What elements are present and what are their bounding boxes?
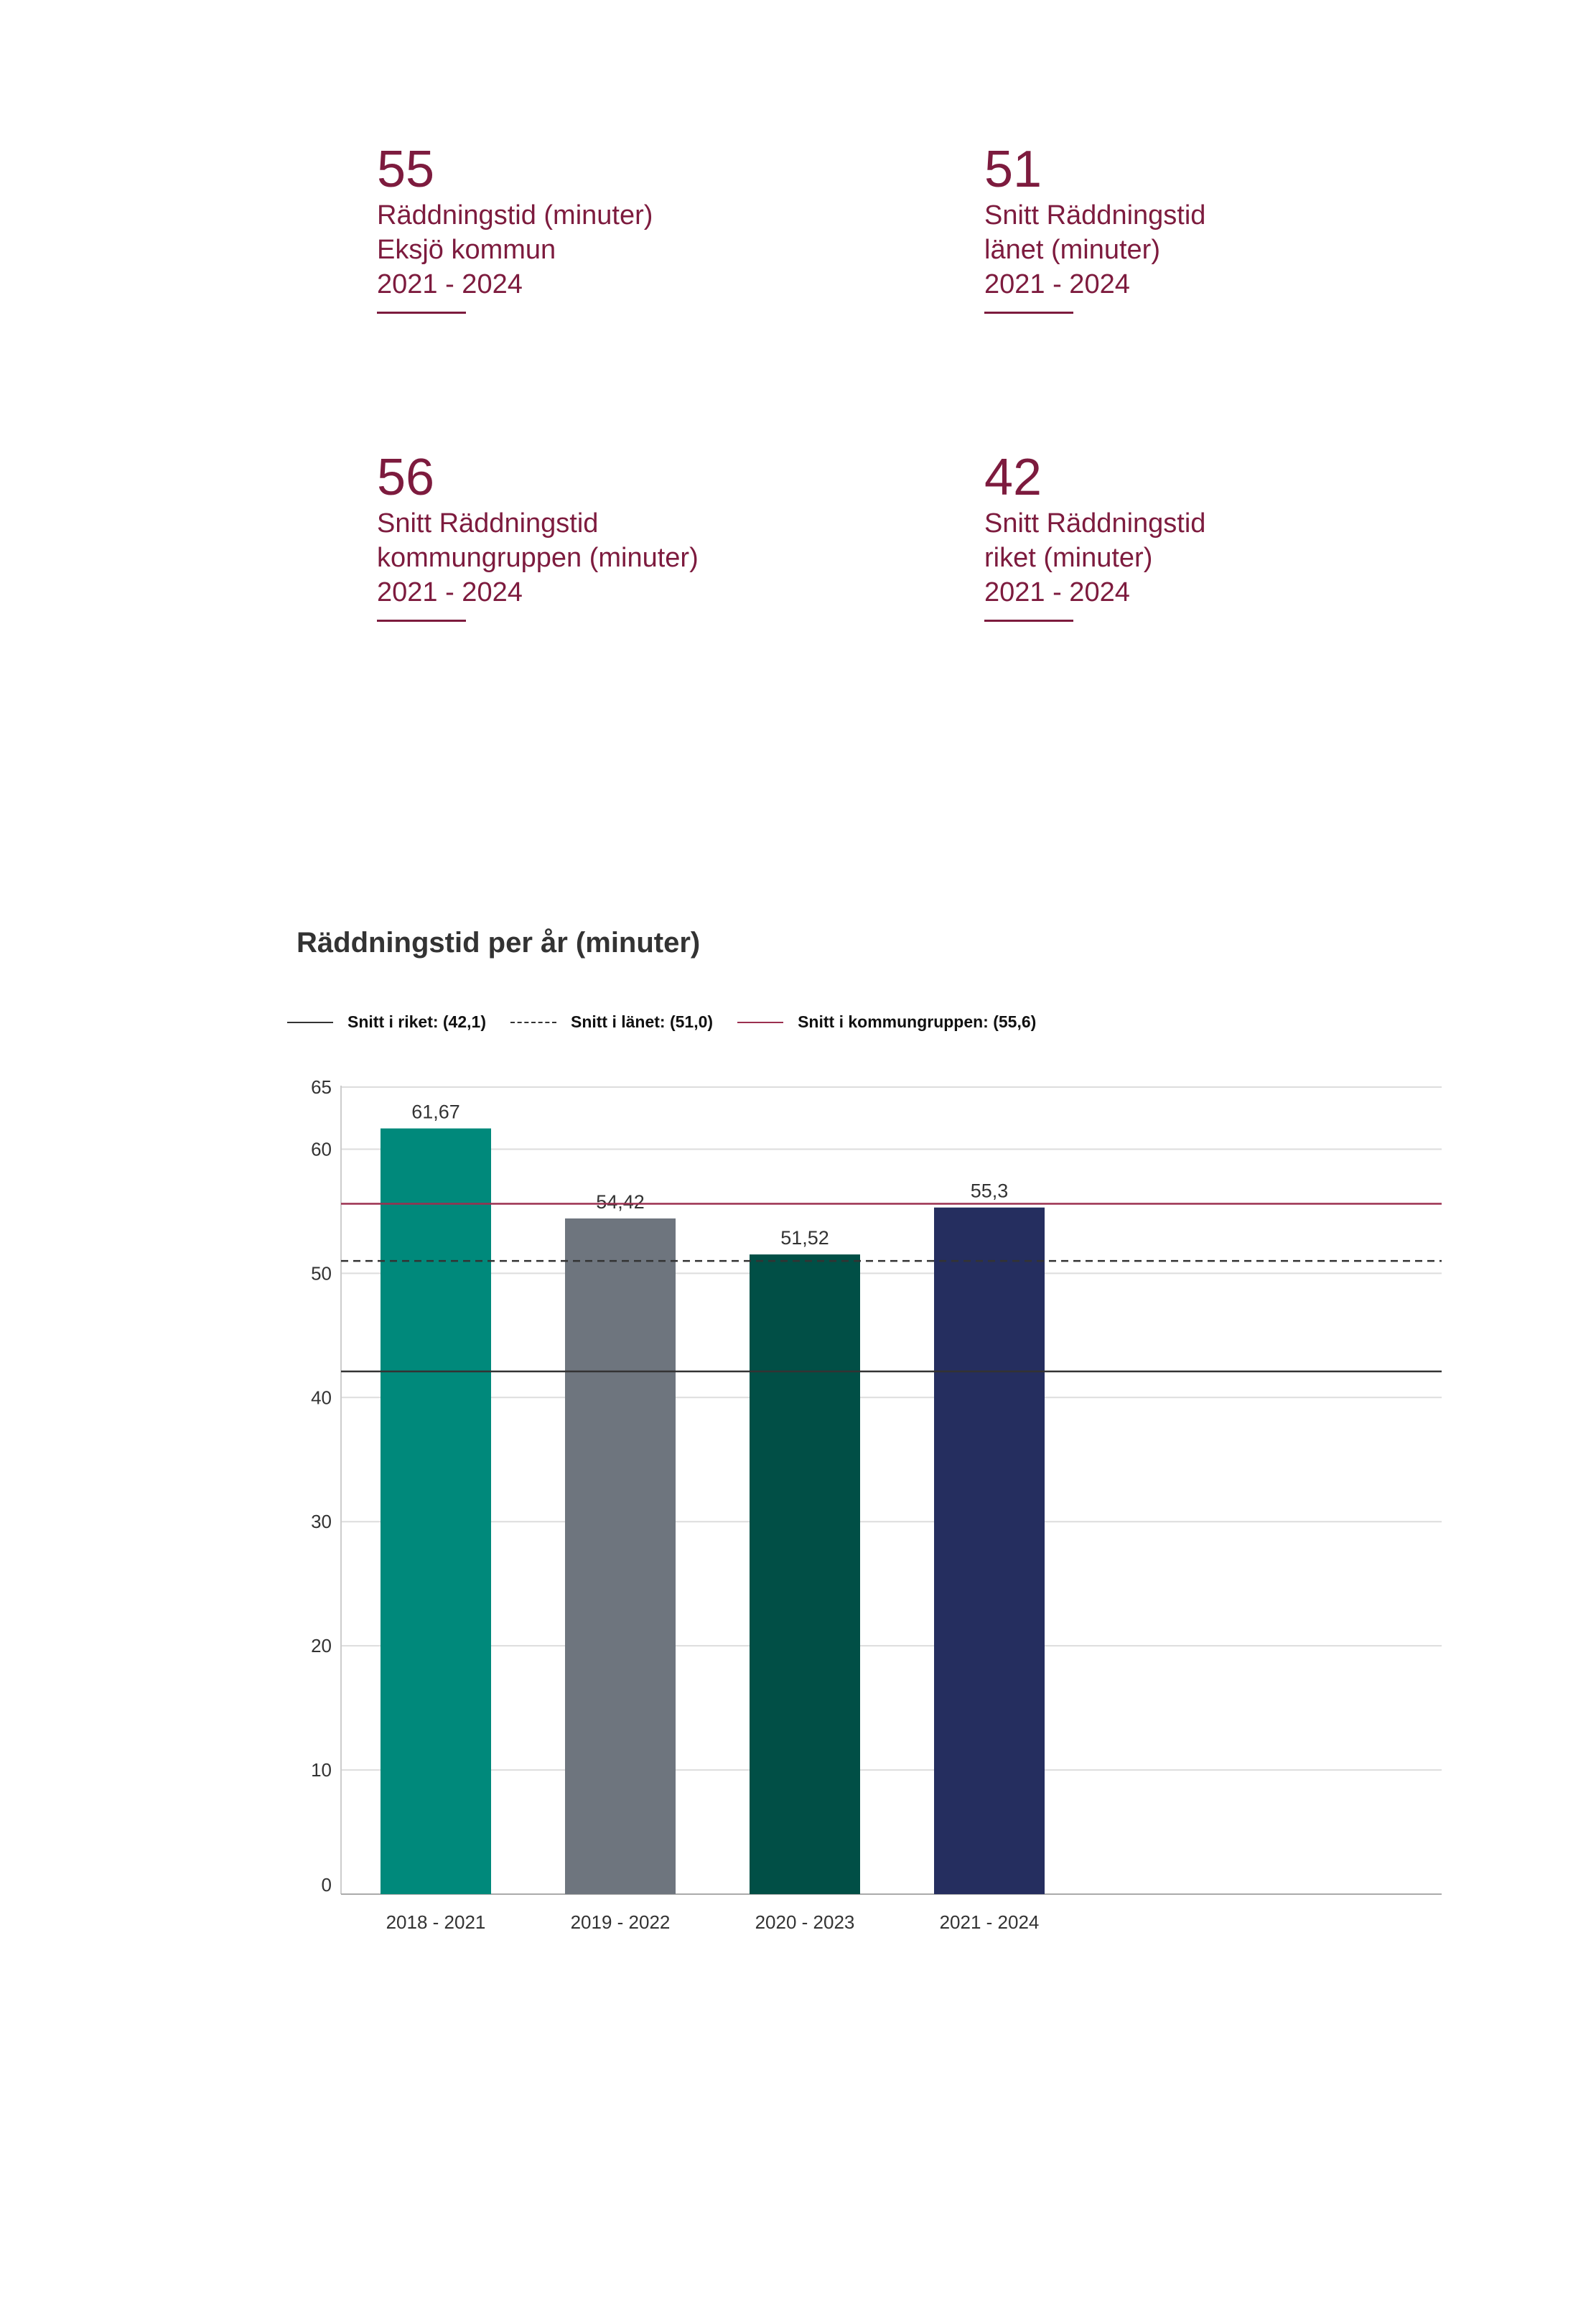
legend-swatch-solid <box>287 1021 333 1023</box>
kpi-riket: 42 Snitt Räddningstid riket (minuter) 20… <box>984 449 1205 622</box>
data-label: 55,3 <box>971 1180 1009 1202</box>
kpi-divider <box>984 620 1073 622</box>
kpi-label: Snitt Räddningstid <box>377 508 599 539</box>
x-tick-label: 2019 - 2022 <box>571 1911 671 1933</box>
kpi-sublabel: kommungruppen (minuter) <box>377 543 699 573</box>
kpi-value: 51 <box>984 141 1042 198</box>
legend-label: Snitt i riket: (42,1) <box>347 1012 486 1031</box>
kpi-sublabel: riket (minuter) <box>984 543 1153 573</box>
kpi-sublabel: Eksjö kommun <box>377 235 556 265</box>
kpi-period: 2021 - 2024 <box>377 577 523 607</box>
kpi-label: Snitt Räddningstid <box>984 200 1206 230</box>
y-tick-label: 60 <box>311 1138 332 1160</box>
kpi-label: Snitt Räddningstid <box>984 508 1206 539</box>
bar <box>565 1218 676 1894</box>
kpi-kommungruppen: 56 Snitt Räddningstid kommungruppen (min… <box>377 449 699 622</box>
kpi-period: 2021 - 2024 <box>377 269 523 299</box>
x-tick-label: 2020 - 2023 <box>755 1911 855 1933</box>
kpi-value: 55 <box>377 141 435 198</box>
kpi-value: 56 <box>377 449 435 506</box>
kpi-label: Räddningstid (minuter) <box>377 200 653 230</box>
legend-item-riket: Snitt i riket: (42,1) <box>287 1012 486 1032</box>
kpi-period: 2021 - 2024 <box>984 269 1130 299</box>
data-label: 61,67 <box>411 1101 460 1123</box>
y-tick-label: 10 <box>311 1759 332 1781</box>
bar <box>750 1254 860 1894</box>
legend-label: Snitt i länet: (51,0) <box>570 1012 714 1031</box>
kpi-divider <box>377 312 466 314</box>
kpi-divider <box>377 620 466 622</box>
chart-legend: Snitt i riket: (42,1) Snitt i länet: (51… <box>287 1012 1060 1032</box>
kpi-period: 2021 - 2024 <box>984 577 1130 607</box>
y-tick-label: 20 <box>311 1635 332 1656</box>
kpi-lanet: 51 Snitt Räddningstid länet (minuter) 20… <box>984 141 1205 314</box>
legend-item-kommungruppen: Snitt i kommungruppen: (55,6) <box>737 1012 1036 1032</box>
bar <box>934 1207 1045 1894</box>
y-tick-label: 50 <box>311 1262 332 1284</box>
data-label: 54,42 <box>596 1191 645 1213</box>
x-tick-label: 2018 - 2021 <box>386 1911 486 1933</box>
y-tick-label: 40 <box>311 1386 332 1408</box>
kpi-sublabel: länet (minuter) <box>984 235 1160 265</box>
data-label: 51,52 <box>780 1227 829 1249</box>
y-tick-label: 0 <box>322 1874 332 1896</box>
chart-title: Räddningstid per år (minuter) <box>297 927 701 959</box>
legend-item-lanet: Snitt i länet: (51,0) <box>510 1012 713 1032</box>
y-tick-label: 30 <box>311 1511 332 1532</box>
bar <box>381 1128 491 1894</box>
y-tick-label: 65 <box>311 1076 332 1098</box>
legend-swatch-red <box>737 1021 784 1023</box>
kpi-eksjo: 55 Räddningstid (minuter) Eksjö kommun 2… <box>377 141 653 314</box>
kpi-divider <box>984 312 1073 314</box>
x-tick-label: 2021 - 2024 <box>940 1911 1040 1933</box>
legend-label: Snitt i kommungruppen: (55,6) <box>798 1012 1037 1031</box>
kpi-value: 42 <box>984 449 1042 506</box>
legend-swatch-dashed <box>510 1021 556 1023</box>
